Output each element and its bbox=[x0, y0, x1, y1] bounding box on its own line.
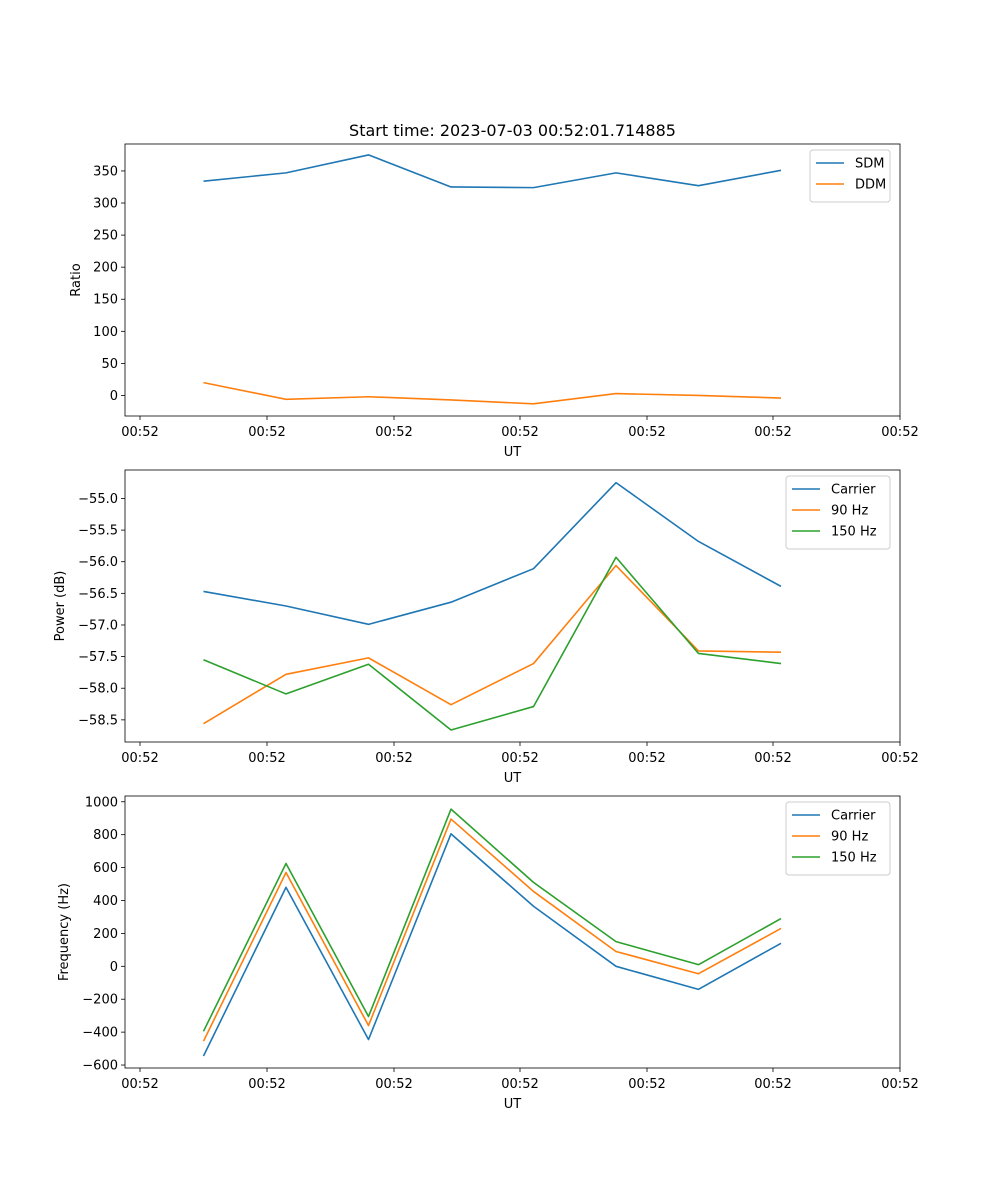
y-tick-label: 400 bbox=[93, 894, 118, 909]
legend-label: Carrier bbox=[831, 809, 876, 824]
x-tick-label: 00:52 bbox=[248, 751, 285, 766]
y-tick-label: 600 bbox=[93, 861, 118, 876]
legend-label: 90 Hz bbox=[831, 504, 868, 519]
series-line-150-hz bbox=[203, 556, 782, 731]
y-tick-label: −56.5 bbox=[78, 587, 118, 602]
y-axis-label: Ratio bbox=[69, 263, 84, 296]
x-tick-label: 00:52 bbox=[881, 425, 918, 440]
x-tick-label: 00:52 bbox=[628, 751, 665, 766]
y-tick-label: 350 bbox=[93, 164, 118, 179]
x-axis-label: UT bbox=[504, 771, 522, 786]
series-line-carrier bbox=[203, 481, 782, 626]
series-line-90-hz bbox=[202, 818, 782, 1042]
x-tick-label: 00:52 bbox=[375, 1077, 412, 1092]
x-tick-label: 00:52 bbox=[754, 1077, 791, 1092]
x-tick-label: 00:52 bbox=[375, 751, 412, 766]
x-tick-label: 00:52 bbox=[501, 751, 538, 766]
y-tick-label: −600 bbox=[82, 1059, 118, 1074]
x-tick-label: 00:52 bbox=[628, 1077, 665, 1092]
x-tick-label: 00:52 bbox=[501, 1077, 538, 1092]
series-line-ddm bbox=[203, 381, 782, 405]
legend: Carrier 90 Hz 150 Hz bbox=[785, 475, 891, 550]
y-tick-label: −55.5 bbox=[78, 524, 118, 539]
x-axis-label: UT bbox=[504, 1097, 522, 1112]
legend-label: 90 Hz bbox=[831, 830, 868, 845]
x-tick-label: 00:52 bbox=[754, 425, 791, 440]
x-tick-label: 00:52 bbox=[754, 751, 791, 766]
legend-label: 150 Hz bbox=[831, 525, 877, 540]
x-tick-label: 00:52 bbox=[121, 425, 158, 440]
legend-label: 150 Hz bbox=[831, 851, 877, 866]
y-axis-label: Frequency (Hz) bbox=[57, 883, 72, 981]
y-tick-label: 800 bbox=[93, 828, 118, 843]
x-tick-label: 00:52 bbox=[121, 1077, 158, 1092]
y-tick-label: 100 bbox=[93, 325, 118, 340]
chart-panel-1: Start time: 2023-07-03 00:52:01.71488500… bbox=[69, 121, 919, 460]
series-line-sdm bbox=[203, 154, 782, 189]
legend: Carrier 90 Hz 150 Hz bbox=[785, 801, 891, 876]
x-tick-label: 00:52 bbox=[501, 425, 538, 440]
x-tick-label: 00:52 bbox=[881, 751, 918, 766]
y-tick-label: 200 bbox=[93, 261, 118, 276]
y-tick-label: −400 bbox=[82, 1026, 118, 1041]
y-tick-label: 150 bbox=[93, 293, 118, 308]
y-tick-label: 300 bbox=[93, 197, 118, 212]
legend: SDM DDM bbox=[809, 149, 891, 203]
y-tick-label: 0 bbox=[110, 389, 118, 404]
y-tick-label: 0 bbox=[110, 960, 118, 975]
chart-title: Start time: 2023-07-03 00:52:01.714885 bbox=[349, 121, 676, 140]
legend-label: SDM bbox=[855, 157, 884, 172]
axes-frame bbox=[124, 795, 901, 1069]
y-tick-label: −58.5 bbox=[78, 713, 118, 728]
axes-frame bbox=[124, 469, 901, 743]
y-tick-label: −56.0 bbox=[78, 555, 118, 570]
series-line-150-hz bbox=[202, 808, 782, 1032]
x-tick-label: 00:52 bbox=[248, 1077, 285, 1092]
legend-label: Carrier bbox=[831, 483, 876, 498]
legend-label: DDM bbox=[855, 178, 886, 193]
x-axis-label: UT bbox=[504, 445, 522, 460]
x-tick-label: 00:52 bbox=[375, 425, 412, 440]
x-tick-label: 00:52 bbox=[628, 425, 665, 440]
series-line-carrier bbox=[202, 833, 782, 1057]
axes-frame bbox=[124, 143, 901, 417]
chart-panel-3: 00:52 00:52 00:52 00:52 00:52 00:52 00:52 UT −60… bbox=[57, 795, 919, 1112]
x-tick-label: 00:52 bbox=[248, 425, 285, 440]
y-tick-label: 250 bbox=[93, 229, 118, 244]
y-tick-label: −55.0 bbox=[78, 492, 118, 507]
y-tick-label: 200 bbox=[93, 927, 118, 942]
y-tick-label: −57.5 bbox=[78, 650, 118, 665]
y-axis-label: Power (dB) bbox=[53, 571, 68, 642]
x-tick-label: 00:52 bbox=[121, 751, 158, 766]
y-tick-label: −58.0 bbox=[78, 682, 118, 697]
y-tick-label: 1000 bbox=[85, 795, 118, 810]
y-tick-label: 50 bbox=[101, 357, 118, 372]
y-tick-label: −200 bbox=[82, 993, 118, 1008]
chart-panel-2: 00:52 00:52 00:52 00:52 00:52 00:52 00:52 UT −55… bbox=[53, 469, 919, 786]
x-tick-label: 00:52 bbox=[881, 1077, 918, 1092]
y-tick-label: −57.0 bbox=[78, 618, 118, 633]
series-line-90-hz bbox=[203, 564, 782, 725]
